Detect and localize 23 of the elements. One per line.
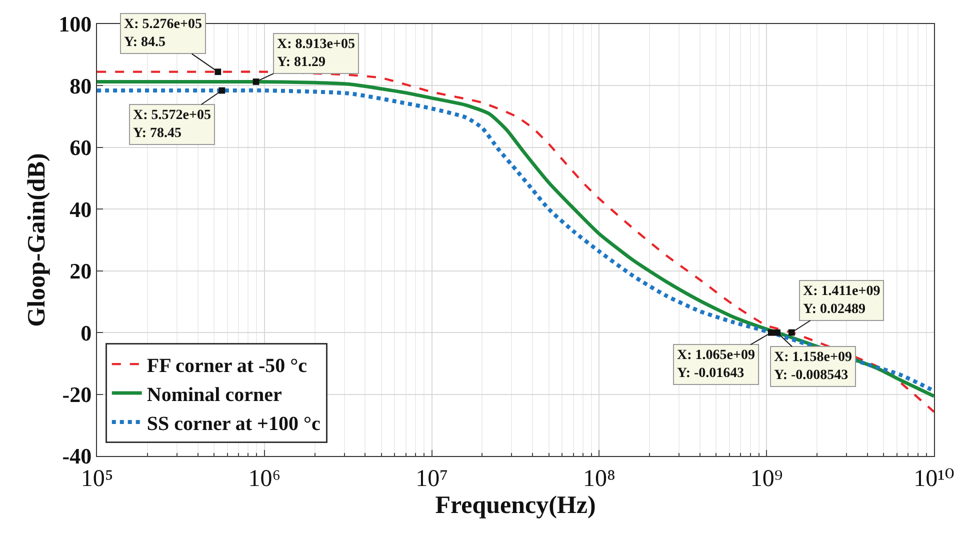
y-tick-label: 20 xyxy=(70,258,92,284)
annotation: X: 8.913e+05 Y: 81.29 xyxy=(277,37,355,70)
y-tick-label: 40 xyxy=(70,196,92,222)
y-axis-title: Gloop-Gain(dB) xyxy=(23,153,50,327)
x-axis-title: Frequency(Hz) xyxy=(435,492,596,519)
annotation: X: 5.572e+05 Y: 78.45 xyxy=(133,108,211,142)
x-tick-label: 10¹⁰ xyxy=(914,466,954,492)
annotation: X: 1.158e+09 Y: -0.008543 xyxy=(774,350,852,384)
annotation: X: 1.065e+09 Y: -0.01643 xyxy=(677,348,755,382)
x-tick-label: 10⁸ xyxy=(583,466,616,492)
y-tick-label: -20 xyxy=(62,382,92,407)
annotation: X: 1.411e+09 Y: 0.02489 xyxy=(803,284,880,318)
legend-label: FF corner at -50 °c xyxy=(146,354,308,377)
y-tick-label: 60 xyxy=(70,135,92,160)
x-tick-label: 10⁹ xyxy=(750,466,783,492)
y-tick-label: 0 xyxy=(80,320,92,346)
y-tick-label: 100 xyxy=(58,12,92,37)
annotation: X: 5.276e+05 Y: 84.5 xyxy=(124,17,202,50)
x-tick-label: 10⁶ xyxy=(248,466,281,492)
x-tick-label: 10⁷ xyxy=(416,466,448,492)
legend-label: Nominal corner xyxy=(146,384,282,406)
legend-label: SS corner at +100 °c xyxy=(146,412,320,435)
y-tick-label: 80 xyxy=(70,73,92,98)
